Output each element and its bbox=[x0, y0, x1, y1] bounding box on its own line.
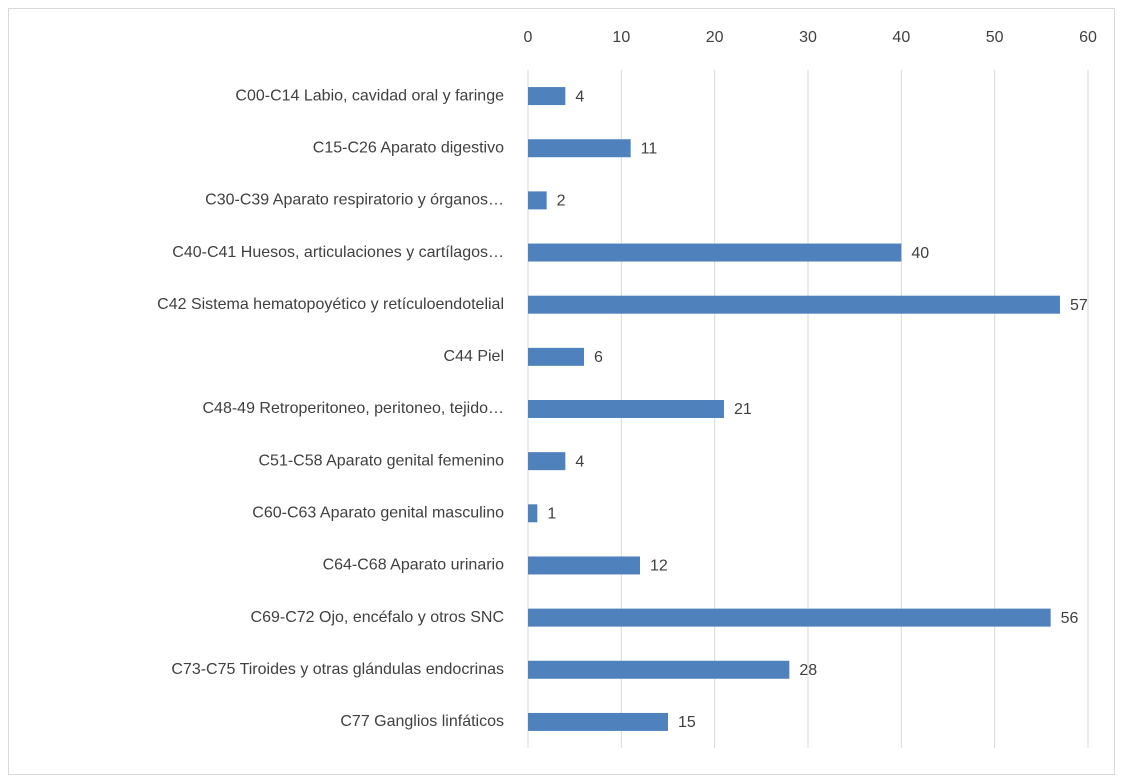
y-tick-label: C00-C14 Labio, cavidad oral y faringe bbox=[235, 87, 504, 104]
bar bbox=[528, 400, 724, 418]
bar bbox=[528, 295, 1060, 314]
bar bbox=[528, 452, 566, 471]
bar bbox=[528, 191, 547, 210]
x-tick-label: 10 bbox=[612, 29, 630, 46]
y-tick-label: C69-C72 Ojo, encéfalo y otros SNC bbox=[251, 609, 504, 626]
bar bbox=[528, 712, 668, 731]
data-label: 12 bbox=[650, 558, 668, 575]
chart-frame bbox=[8, 8, 1115, 775]
y-tick-label: C64-C68 Aparato urinario bbox=[323, 557, 505, 574]
data-label: 4 bbox=[575, 88, 584, 105]
data-label: 15 bbox=[678, 714, 696, 731]
y-tick-label: C77 Ganglios linfáticos bbox=[340, 713, 504, 730]
bar bbox=[528, 556, 640, 575]
data-label: 2 bbox=[557, 193, 566, 210]
data-label: 21 bbox=[734, 401, 752, 418]
data-label: 28 bbox=[799, 662, 817, 679]
y-tick-label: C44 Piel bbox=[444, 348, 504, 365]
data-label: 40 bbox=[911, 245, 929, 262]
y-tick-label: C42 Sistema hematopoyético y retículoend… bbox=[157, 296, 504, 313]
bar bbox=[528, 504, 538, 523]
y-tick-label: C15-C26 Aparato digestivo bbox=[313, 139, 504, 156]
y-tick-label: C30-C39 Aparato respiratorio y órganos… bbox=[205, 192, 504, 209]
data-label: 4 bbox=[575, 453, 584, 470]
y-tick-label: C51-C58 Aparato genital femenino bbox=[259, 452, 505, 469]
data-label: 6 bbox=[594, 349, 603, 366]
x-tick-label: 60 bbox=[1079, 29, 1097, 46]
bar bbox=[528, 87, 566, 106]
y-tick-label: C40-C41 Huesos, articulaciones y cartíla… bbox=[172, 244, 504, 261]
data-label: 56 bbox=[1061, 610, 1079, 627]
bar bbox=[528, 139, 631, 158]
y-tick-label: C48-49 Retroperitoneo, peritoneo, tejido… bbox=[202, 400, 504, 417]
x-tick-label: 40 bbox=[892, 29, 910, 46]
bar bbox=[528, 243, 902, 262]
y-tick-label: C60-C63 Aparato genital masculino bbox=[252, 505, 504, 522]
x-tick-label: 50 bbox=[986, 29, 1004, 46]
data-label: 11 bbox=[641, 140, 658, 157]
data-label: 1 bbox=[547, 506, 556, 523]
y-tick-label: C73-C75 Tiroides y otras glándulas endoc… bbox=[171, 661, 504, 678]
data-label: 57 bbox=[1070, 297, 1088, 314]
x-tick-label: 20 bbox=[706, 29, 724, 46]
bar bbox=[528, 608, 1051, 627]
x-tick-label: 0 bbox=[524, 29, 533, 46]
x-tick-label: 30 bbox=[799, 29, 817, 46]
bar bbox=[528, 347, 584, 366]
bar bbox=[528, 660, 790, 679]
